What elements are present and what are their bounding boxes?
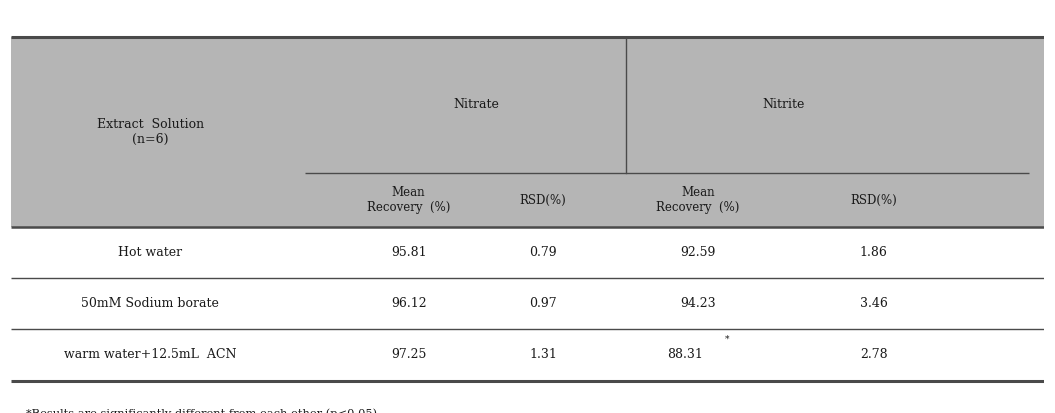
Text: 95.81: 95.81: [390, 246, 426, 259]
Text: 94.23: 94.23: [680, 297, 716, 310]
Text: 50mM Sodium borate: 50mM Sodium borate: [81, 297, 219, 310]
Text: Mean
Recovery  (%): Mean Recovery (%): [656, 186, 740, 214]
Text: Extract  Solution
(n=6): Extract Solution (n=6): [97, 118, 204, 146]
Text: Mean
Recovery  (%): Mean Recovery (%): [367, 186, 450, 214]
Text: Nitrate: Nitrate: [453, 98, 499, 112]
Text: 88.31: 88.31: [667, 349, 703, 361]
Text: *: *: [725, 335, 729, 344]
Text: warm water+12.5mL  ACN: warm water+12.5mL ACN: [64, 349, 236, 361]
Text: RSD(%): RSD(%): [850, 194, 897, 206]
Text: 0.97: 0.97: [530, 297, 557, 310]
Text: Hot water: Hot water: [118, 246, 183, 259]
Text: 97.25: 97.25: [391, 349, 426, 361]
Text: 3.46: 3.46: [860, 297, 888, 310]
Text: Nitrite: Nitrite: [763, 98, 805, 112]
Text: 96.12: 96.12: [390, 297, 426, 310]
Text: RSD(%): RSD(%): [520, 194, 567, 206]
Text: 2.78: 2.78: [860, 349, 887, 361]
Text: 1.31: 1.31: [529, 349, 557, 361]
Bar: [11, 36, 1044, 227]
Text: 0.79: 0.79: [530, 246, 557, 259]
Text: *Results are significantly different from each other (p<0.05): *Results are significantly different fro…: [26, 409, 378, 413]
Text: 92.59: 92.59: [680, 246, 715, 259]
Text: 1.86: 1.86: [860, 246, 888, 259]
